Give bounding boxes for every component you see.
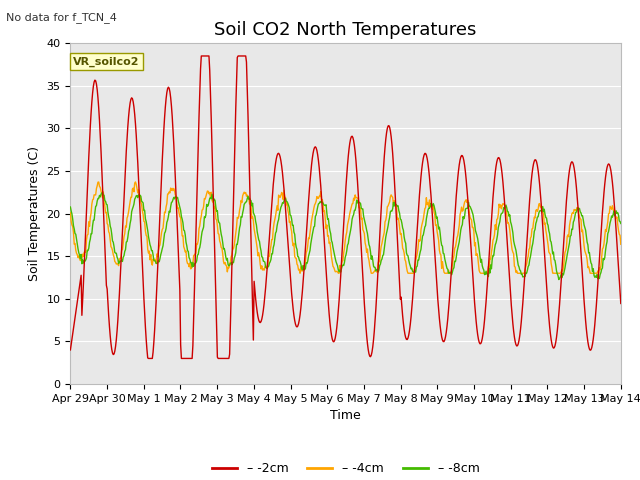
Y-axis label: Soil Temperatures (C): Soil Temperatures (C) xyxy=(28,146,41,281)
X-axis label: Time: Time xyxy=(330,409,361,422)
Title: Soil CO2 North Temperatures: Soil CO2 North Temperatures xyxy=(214,21,477,39)
Legend: – -2cm, – -4cm, – -8cm: – -2cm, – -4cm, – -8cm xyxy=(207,457,484,480)
Text: VR_soilco2: VR_soilco2 xyxy=(73,57,140,67)
Text: No data for f_TCN_4: No data for f_TCN_4 xyxy=(6,12,117,23)
